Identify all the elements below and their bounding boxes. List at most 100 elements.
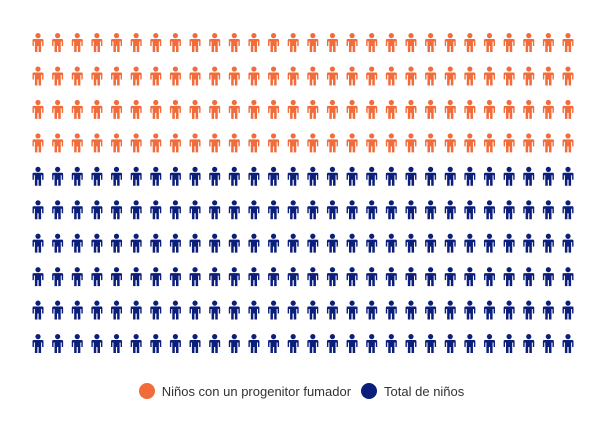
- person-icon: [248, 267, 260, 287]
- person-icon: [32, 267, 44, 287]
- person-icon: [483, 334, 495, 353]
- person-icon: [32, 300, 44, 320]
- person-icon: [150, 133, 162, 153]
- person-icon: [464, 166, 476, 186]
- person-icon: [307, 334, 319, 353]
- person-icon: [523, 267, 535, 287]
- person-icon: [91, 233, 103, 253]
- person-icon: [464, 99, 476, 119]
- person-icon: [405, 200, 417, 220]
- person-icon: [228, 300, 240, 320]
- person-icon: [326, 300, 338, 320]
- person-icon: [503, 200, 515, 220]
- person-icon: [32, 99, 44, 119]
- person-icon: [444, 300, 456, 320]
- person-icon: [209, 233, 221, 253]
- person-icon: [248, 66, 260, 86]
- person-icon: [523, 133, 535, 153]
- person-icon: [52, 334, 64, 353]
- person-icon: [268, 33, 280, 52]
- person-icon: [32, 334, 44, 353]
- person-icon: [169, 66, 181, 86]
- person-icon: [307, 99, 319, 119]
- person-icon: [405, 267, 417, 287]
- person-icon: [111, 133, 123, 153]
- person-icon: [346, 200, 358, 220]
- person-icon: [71, 133, 83, 153]
- person-icon: [385, 334, 397, 353]
- person-icon: [150, 300, 162, 320]
- person-icon: [523, 66, 535, 86]
- person-icon: [523, 200, 535, 220]
- person-icon: [425, 300, 437, 320]
- person-icon: [562, 233, 574, 253]
- person-icon: [425, 233, 437, 253]
- person-icon: [503, 166, 515, 186]
- person-icon: [326, 33, 338, 52]
- person-icon: [268, 233, 280, 253]
- person-icon: [366, 33, 378, 52]
- person-icon: [483, 200, 495, 220]
- pictograph-chart: [32, 33, 574, 353]
- person-icon: [111, 233, 123, 253]
- person-icon: [503, 300, 515, 320]
- person-icon: [130, 300, 142, 320]
- person-icon: [169, 233, 181, 253]
- person-icon: [542, 33, 554, 52]
- person-icon: [52, 166, 64, 186]
- person-icon: [130, 133, 142, 153]
- person-icon: [464, 66, 476, 86]
- person-icon: [425, 166, 437, 186]
- person-icon: [444, 200, 456, 220]
- person-icon: [228, 133, 240, 153]
- person-icon: [71, 200, 83, 220]
- person-icon: [562, 200, 574, 220]
- person-icon: [130, 233, 142, 253]
- person-icon: [32, 166, 44, 186]
- person-icon: [268, 133, 280, 153]
- person-icon: [425, 267, 437, 287]
- person-icon: [287, 99, 299, 119]
- person-icon: [189, 200, 201, 220]
- legend-item-smoker[interactable]: Niños con un progenitor fumador: [138, 383, 352, 399]
- person-icon: [542, 334, 554, 353]
- person-icon: [366, 300, 378, 320]
- person-icon: [268, 200, 280, 220]
- person-icon: [52, 300, 64, 320]
- person-icon: [228, 233, 240, 253]
- person-icon: [150, 200, 162, 220]
- person-icon: [71, 233, 83, 253]
- person-icon: [366, 99, 378, 119]
- person-icon: [385, 300, 397, 320]
- person-icon: [287, 300, 299, 320]
- legend-item-total[interactable]: Total de niños: [361, 383, 464, 399]
- person-icon: [169, 200, 181, 220]
- person-icon: [228, 200, 240, 220]
- person-icon: [52, 33, 64, 52]
- person-icon: [111, 166, 123, 186]
- person-icon: [326, 99, 338, 119]
- person-icon: [366, 334, 378, 353]
- person-icon: [385, 33, 397, 52]
- person-icon: [483, 267, 495, 287]
- person-icon: [150, 166, 162, 186]
- person-icon: [228, 33, 240, 52]
- person-icon: [169, 267, 181, 287]
- person-icon: [150, 99, 162, 119]
- person-icon: [562, 300, 574, 320]
- legend: Niños con un progenitor fumador Total de…: [0, 383, 603, 399]
- person-icon: [287, 66, 299, 86]
- legend-label-smoker: Niños con un progenitor fumador: [161, 383, 352, 399]
- person-icon: [366, 233, 378, 253]
- person-icon: [91, 200, 103, 220]
- person-icon: [464, 233, 476, 253]
- person-icon: [307, 300, 319, 320]
- person-icon: [444, 66, 456, 86]
- person-icon: [444, 133, 456, 153]
- person-icon: [71, 66, 83, 86]
- person-icon: [425, 99, 437, 119]
- person-icon: [366, 133, 378, 153]
- person-icon: [111, 300, 123, 320]
- person-icon: [228, 66, 240, 86]
- person-icon: [523, 233, 535, 253]
